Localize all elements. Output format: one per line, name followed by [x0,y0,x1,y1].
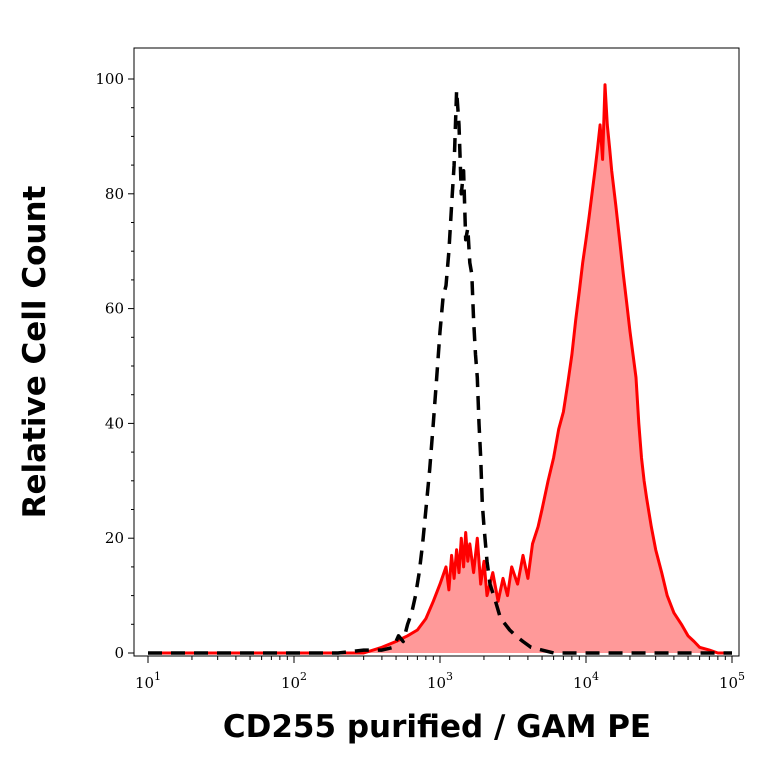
x-tick-base: 10 [427,674,446,692]
x-axis-title: CD255 purified / GAM PE [223,709,651,745]
x-tick-label: 101 [135,670,161,692]
x-tick-exponent: 4 [592,670,599,683]
series-line-filled [148,83,732,655]
series-line-dashed [148,88,732,655]
y-tick-label: 60 [105,300,124,318]
x-tick-label: 103 [427,670,453,692]
x-tick-label: 105 [719,670,745,692]
series-layer [148,83,732,655]
y-tick-label: 80 [105,185,124,203]
x-tick-exponent: 1 [154,670,161,683]
y-tick-label: 0 [114,644,124,662]
x-tick-exponent: 2 [300,670,307,683]
x-tick-label: 102 [281,670,307,692]
y-tick-label: 20 [105,529,124,547]
x-tick-base: 10 [573,674,592,692]
x-tick-base: 10 [719,674,738,692]
x-tick-base: 10 [281,674,300,692]
y-tick-label: 40 [105,414,124,432]
series-area-fill [148,84,732,653]
plot-frame [133,47,740,657]
x-tick-exponent: 3 [446,670,453,683]
x-tick-label: 104 [573,670,599,692]
y-tick-label: 100 [95,70,124,88]
x-tick-exponent: 5 [738,670,745,683]
y-axis-title: Relative Cell Count [17,185,53,518]
x-tick-base: 10 [135,674,154,692]
